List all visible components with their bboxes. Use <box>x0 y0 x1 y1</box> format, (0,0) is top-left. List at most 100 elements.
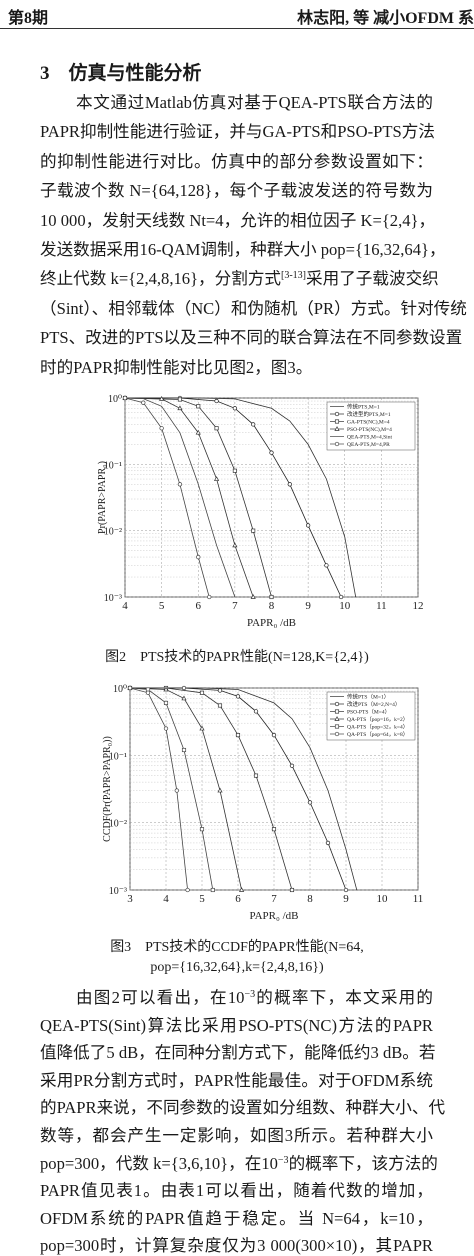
x-tick-label: 3 <box>127 893 133 905</box>
text-run: PAPR值见表1。由表1可以看出，随着代数的增加， <box>40 1181 433 1201</box>
text-line: 值降低了5 dB，在同种分割方式下，能降低约3 dB。若 <box>40 1043 436 1063</box>
legend-label: 传统PTS（M=1） <box>347 693 389 701</box>
x-tick-label: 9 <box>343 893 349 905</box>
data-point <box>271 827 277 832</box>
data-point <box>251 528 256 533</box>
data-point <box>217 703 223 708</box>
data-point <box>159 395 165 401</box>
x-tick-label: 4 <box>122 600 128 612</box>
y-tick-label: 10⁻³ <box>109 886 127 897</box>
x-tick-label: 7 <box>271 893 277 905</box>
data-point <box>127 685 133 691</box>
text-run: PTS、改进的PTS以及三种不同的联合算法在不同参数设置 <box>40 328 463 348</box>
legend-label: QA-PTS（pop=32，k=4） <box>347 724 408 731</box>
data-point <box>196 404 201 409</box>
text-run: 的PAPR来说，不同参数的设置如分组数、种群大小、代 <box>40 1098 446 1118</box>
data-point <box>207 594 212 600</box>
data-point <box>217 688 223 693</box>
section-title: 仿真与性能分析 <box>68 63 202 84</box>
text-run: PAPR抑制性能进行验证，并与GA-PTS和PSO-PTS方法 <box>40 122 435 142</box>
x-tick-label: 9 <box>305 600 311 612</box>
legend-marker <box>334 709 340 714</box>
y-tick-label: 10⁰ <box>108 394 122 405</box>
data-point <box>145 690 151 695</box>
text-run: 本文通过Matlab仿真对基于QEA-PTS联合方法的 <box>76 93 433 112</box>
data-line <box>130 687 293 891</box>
legend-label: 改进PTS（M=2,N=4） <box>347 700 400 708</box>
data-point <box>307 800 313 805</box>
superscript: −3 <box>244 989 256 1000</box>
text-run: 发送数据采用16-QAM调制，种群大小 pop={16,32,64}， <box>40 240 446 259</box>
x-tick-label: 8 <box>269 600 275 612</box>
data-line <box>125 397 342 598</box>
legend-box <box>326 691 416 741</box>
text-line: 终止代数 k={2,4,8,16}，分割方式[3-13]采用了子载波交织 <box>40 269 439 289</box>
superscript: −3 <box>277 1154 289 1166</box>
data-line <box>130 687 358 891</box>
data-point <box>253 773 259 778</box>
x-axis-label: PAPR₀ /dB <box>250 910 299 922</box>
data-line <box>130 687 347 891</box>
legend-label: PSO-PTS(NC),M=4 <box>347 426 392 433</box>
data-point <box>177 482 183 487</box>
data-point <box>253 709 259 714</box>
text-run: 10 000，发射天线数 Nt=4，允许的相位因子 K={2,4}， <box>40 210 436 230</box>
text-run: 由图2可以看出，在10 <box>76 988 245 1007</box>
data-point <box>199 827 205 832</box>
x-tick-label: 12 <box>413 600 424 612</box>
text-line: PAPR抑制性能进行验证，并与GA-PTS和PSO-PTS方法 <box>40 122 435 142</box>
data-point <box>217 787 223 793</box>
data-point <box>289 887 295 893</box>
legend-marker <box>334 724 340 729</box>
text-line: 本文通过Matlab仿真对基于QEA-PTS联合方法的 <box>76 93 433 113</box>
text-run: OFDM系统的PAPR值趋于稳定。当 N=64，k=10， <box>40 1208 433 1228</box>
data-point <box>269 450 274 455</box>
legend-label: QEA-PTS,M=4,Sint <box>347 435 392 441</box>
x-axis-label: PAPR₀ /dB <box>247 617 296 629</box>
text-line: pop=300，代数 k={3,6,10}，在10−3的概率下，该方法的 <box>40 1154 438 1174</box>
data-point <box>141 400 146 405</box>
y-tick-label: 10⁻² <box>104 527 122 538</box>
data-point <box>325 840 331 846</box>
text-run: 子载波个数 N={64,128}，每个子载波发送的符号数为 <box>40 181 433 201</box>
chart: 3 4 5 6 7 8 9 10 11 10⁰ 10⁻¹ 10⁻² 10⁻³ PAPR₀ /dB CCDF(… <box>102 684 423 922</box>
legend-label: PSO-PTS（M=4） <box>347 709 390 716</box>
text-run: pop=300时，计算复杂度仅为3 000(300×10)，其PAPR <box>40 1236 433 1256</box>
header-right: 林志阳, 等 减小OFDM 系 <box>297 10 474 27</box>
section-number: 3 <box>40 63 50 84</box>
text-run: 的概率下，本文采用的 <box>255 988 434 1007</box>
section-heading: 3 仿真与性能分析 <box>40 58 202 85</box>
data-point <box>305 523 311 528</box>
figure-caption: 图2 PTS技术的PAPR性能(N=128,K={2,4}) <box>105 650 369 665</box>
data-point <box>271 732 277 738</box>
figure-caption: 图3 PTS技术的CCDF的PAPR性能(N=64, <box>110 940 364 955</box>
legend-box <box>326 401 416 451</box>
chart: 4 5 6 7 8 9 10 11 12 10⁰ 10⁻¹ 10⁻² 10⁻³ PAPR₀ /dB Pr(P… <box>97 394 424 629</box>
text-line: 发送数据采用16-QAM调制，种群大小 pop={16,32,64}， <box>40 240 446 260</box>
data-point <box>239 887 245 892</box>
data-point <box>177 397 182 402</box>
legend-label: QA-PTS（pop=64，k=8） <box>347 731 408 738</box>
data-point <box>343 887 349 893</box>
data-point <box>213 476 220 481</box>
text-line: PTS、改进的PTS以及三种不同的联合算法在不同参数设置 <box>40 328 462 348</box>
y-tick-label: 10⁰ <box>113 684 127 695</box>
data-point <box>235 733 241 738</box>
x-tick-label: 8 <box>307 893 313 905</box>
data-point <box>174 788 179 793</box>
header-left: 第8期 <box>8 10 49 27</box>
data-line <box>124 397 210 598</box>
data-point <box>199 725 205 731</box>
data-point <box>251 422 256 427</box>
x-tick-label: 6 <box>235 893 241 905</box>
data-point <box>196 554 201 560</box>
text-run: QEA-PTS(Sint)算法比采用PSO-PTS(NC)方法的PAPR <box>40 1015 433 1035</box>
y-axis-label: CCDF(Pr(PAPR>PAPR₀)) <box>102 736 113 842</box>
text-line: 采用PR分割方式时，PAPR性能最佳。对于OFDM系统 <box>40 1071 433 1091</box>
data-point <box>232 542 238 548</box>
y-axis-label: Pr(PAPR>PAPR₀) <box>97 461 108 534</box>
y-tick-label: 10⁻³ <box>104 593 122 604</box>
text-run: 时的PAPR抑制性能对比见图2，图3。 <box>40 357 313 377</box>
data-point <box>159 426 164 431</box>
text-line: 的PAPR来说，不同参数的设置如分组数、种群大小、代 <box>40 1098 445 1118</box>
